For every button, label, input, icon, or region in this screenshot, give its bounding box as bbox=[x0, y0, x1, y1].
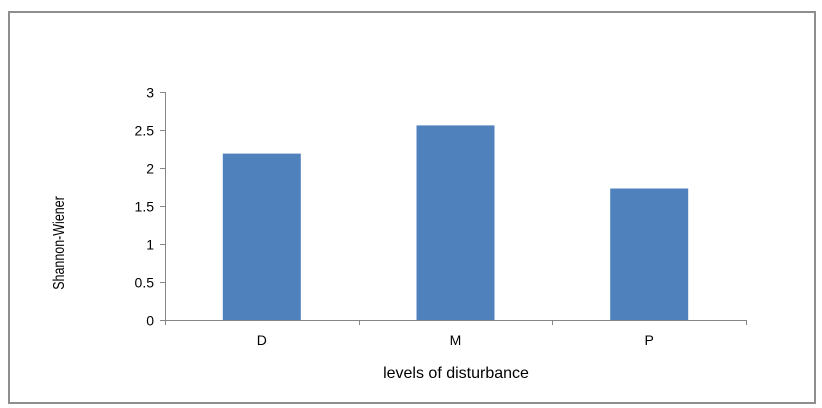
y-tick-label: 2.5 bbox=[135, 123, 155, 139]
x-tick-label-M: M bbox=[450, 332, 462, 348]
bars-group bbox=[222, 125, 689, 321]
y-tick-label: 1.5 bbox=[135, 199, 155, 215]
y-tick-label: 3 bbox=[146, 85, 154, 101]
x-tick-label-P: P bbox=[645, 332, 654, 348]
y-tick-label: 0.5 bbox=[135, 275, 155, 291]
y-tick-label: 0 bbox=[146, 313, 154, 329]
y-ticks-group: 0 0.5 1 1.5 2 2.5 3 bbox=[135, 85, 165, 329]
x-axis-title: levels of disturbance bbox=[383, 365, 529, 382]
bar-D bbox=[222, 153, 301, 320]
x-tick-label-D: D bbox=[257, 332, 267, 348]
bar-M bbox=[416, 125, 495, 321]
y-tick-label: 2 bbox=[146, 161, 154, 177]
y-tick-label: 1 bbox=[146, 237, 154, 253]
bar-P bbox=[610, 188, 689, 320]
y-axis-title: Shannon-Wiener bbox=[51, 196, 69, 290]
axes-group bbox=[165, 92, 746, 321]
